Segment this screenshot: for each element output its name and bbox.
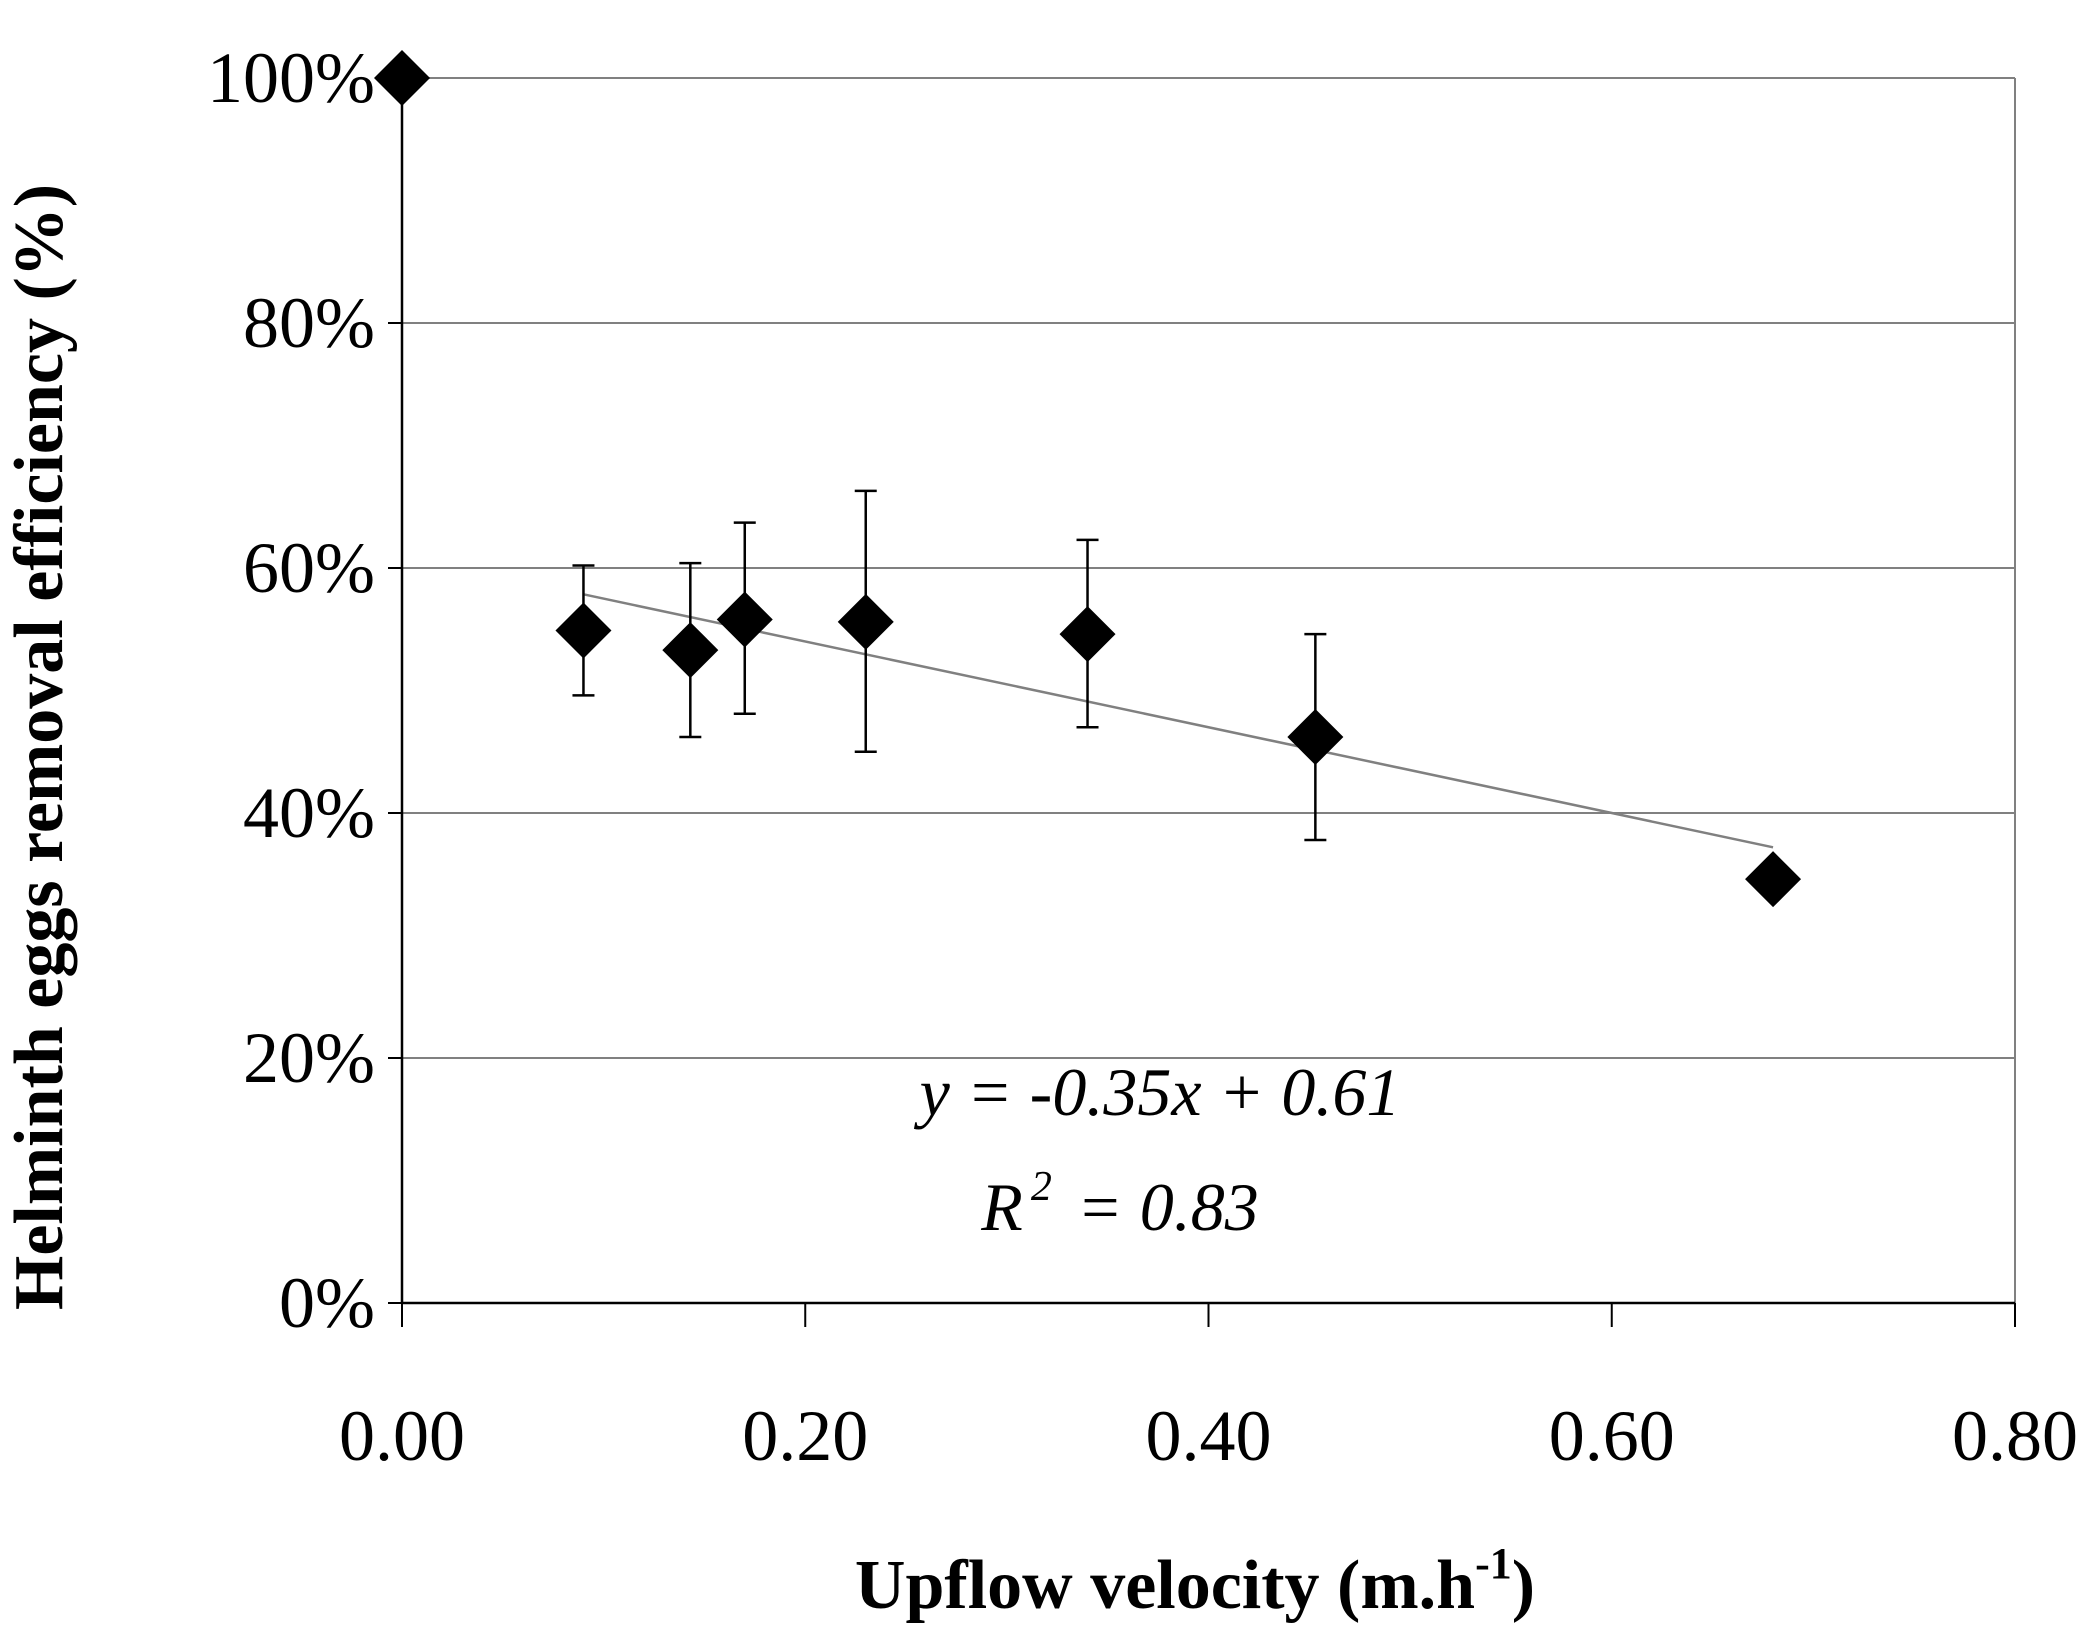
y-tick-label: 100% bbox=[207, 38, 375, 118]
y-tick-label: 20% bbox=[243, 1018, 375, 1098]
x-axis-title-end: ) bbox=[1512, 1547, 1535, 1624]
y-axis-title: Helminth eggs removal efficiency (%) bbox=[1, 184, 78, 1310]
data-points bbox=[374, 50, 1802, 908]
y-tick-label: 60% bbox=[243, 528, 375, 608]
x-axis-title-main: Upflow velocity (m.h bbox=[855, 1547, 1475, 1624]
data-point bbox=[716, 591, 773, 648]
x-tick-label: 0.40 bbox=[1146, 1396, 1272, 1476]
x-tick-label: 0.60 bbox=[1549, 1396, 1675, 1476]
data-point bbox=[1745, 851, 1802, 908]
x-tick-labels: 0.00 0.20 0.40 0.60 0.80 bbox=[339, 1396, 2078, 1476]
r-squared-value: = 0.83 bbox=[1060, 1169, 1259, 1245]
x-tick-label: 0.20 bbox=[742, 1396, 868, 1476]
y-tick-label: 80% bbox=[243, 283, 375, 363]
y-tick-label: 40% bbox=[243, 773, 375, 853]
x-tick-label: 0.80 bbox=[1952, 1396, 2078, 1476]
data-point bbox=[1059, 606, 1116, 663]
x-axis-title-superscript: -1 bbox=[1475, 1539, 1512, 1588]
data-point bbox=[555, 602, 612, 659]
y-tick-labels: 0% 20% 40% 60% 80% 100% bbox=[207, 38, 375, 1343]
trendline bbox=[583, 593, 1774, 849]
r-squared-superscript: 2 bbox=[1031, 1164, 1052, 1210]
axes bbox=[388, 77, 2016, 1327]
trendline-equation: y = -0.35x + 0.61 bbox=[914, 1054, 1401, 1130]
data-point bbox=[374, 50, 430, 106]
data-point bbox=[662, 622, 719, 679]
x-tick-label: 0.00 bbox=[339, 1396, 465, 1476]
x-axis-title: Upflow velocity (m.h-1) bbox=[855, 1539, 1535, 1624]
y-tick-label: 0% bbox=[279, 1263, 375, 1343]
data-point bbox=[1287, 709, 1344, 766]
r-squared-prefix: R bbox=[980, 1169, 1023, 1245]
trendline-group bbox=[583, 593, 1774, 849]
data-point bbox=[837, 593, 894, 650]
